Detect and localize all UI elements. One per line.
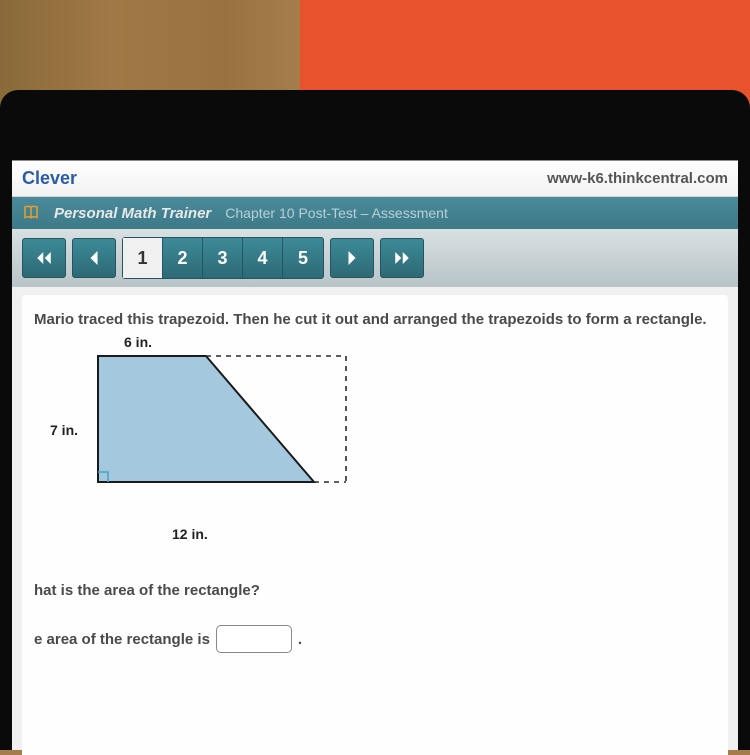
answer-prefix: e area of the rectangle is [34, 631, 210, 648]
problem-content: Mario traced this trapezoid. Then he cut… [22, 295, 728, 755]
page-url: www-k6.thinkcentral.com [547, 170, 728, 187]
section-header: Personal Math Trainer Chapter 10 Post-Te… [12, 197, 738, 229]
last-page-button[interactable] [380, 238, 424, 278]
page-button-1[interactable]: 1 [123, 238, 163, 278]
dimension-left: 7 in. [50, 422, 78, 438]
tablet-screen: Clever www-k6.thinkcentral.com Personal … [12, 160, 738, 750]
app-title: Personal Math Trainer [54, 205, 211, 222]
page-button-3[interactable]: 3 [203, 238, 243, 278]
clever-logo: Clever [22, 168, 77, 189]
answer-input[interactable] [216, 625, 292, 653]
page-button-2[interactable]: 2 [163, 238, 203, 278]
dimension-bottom: 12 in. [172, 526, 208, 542]
trapezoid-diagram: 6 in. 7 in. 12 in. [94, 352, 374, 522]
first-page-button[interactable] [22, 238, 66, 278]
question-text: Mario traced this trapezoid. Then he cut… [34, 309, 716, 330]
page-number-group: 1 2 3 4 5 [122, 237, 324, 279]
sub-question-text: hat is the area of the rectangle? [34, 582, 716, 599]
next-page-button[interactable] [330, 238, 374, 278]
diagram-svg [94, 352, 374, 522]
browser-topbar: Clever www-k6.thinkcentral.com [12, 161, 738, 197]
answer-line: e area of the rectangle is . [34, 625, 716, 653]
dimension-top: 6 in. [124, 334, 152, 350]
prev-page-button[interactable] [72, 238, 116, 278]
tablet-frame: Clever www-k6.thinkcentral.com Personal … [0, 90, 750, 750]
page-nav-bar: 1 2 3 4 5 [12, 229, 738, 287]
chapter-label: Chapter 10 Post-Test – Assessment [225, 205, 448, 221]
answer-suffix: . [298, 631, 302, 648]
page-button-5[interactable]: 5 [283, 238, 323, 278]
book-icon [22, 204, 40, 222]
page-button-4[interactable]: 4 [243, 238, 283, 278]
